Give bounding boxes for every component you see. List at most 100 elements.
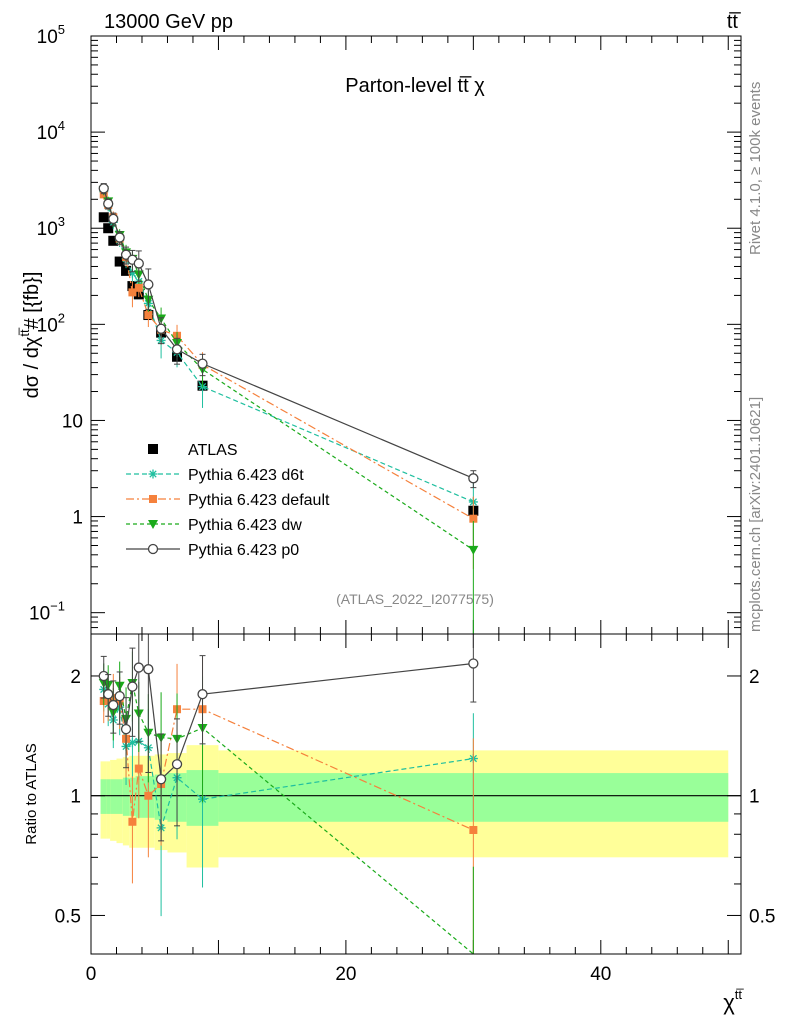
ratio-point-default xyxy=(128,817,137,826)
y-tick-label: 102 xyxy=(37,310,65,336)
ratio-point-p0 xyxy=(468,658,479,669)
ratio-point-p0 xyxy=(127,681,138,692)
data-point-default xyxy=(134,283,143,292)
data-point-p0 xyxy=(143,279,154,290)
legend-marker-p0 xyxy=(147,543,159,555)
x-label-main: χ xyxy=(723,990,735,1015)
mcplots-label: mcplots.cern.ch [arXiv:2401.10621] xyxy=(747,397,764,632)
y-tick-label: 104 xyxy=(37,118,65,144)
main-plot-title: Parton-level tt̅ χ xyxy=(345,75,485,97)
data-point-default xyxy=(128,288,137,297)
ratio-plot-panel: 0.5 0.51 12 20 20 40 Ratio to ATLAS χtt̅ xyxy=(23,633,775,1015)
data-point-atlas xyxy=(98,212,109,223)
ratio-y-tick-label: 2 xyxy=(70,667,81,688)
data-point-d6t xyxy=(127,268,137,278)
ratio-plot-axes: 0.5 0.51 12 20 20 40 xyxy=(55,634,775,985)
data-point-p0 xyxy=(98,183,109,194)
ratio-y-tick-label-right: 1 xyxy=(749,787,760,808)
band-inner-segment xyxy=(110,779,117,814)
band-inner-segment xyxy=(100,779,107,814)
y-tick-label: 1 xyxy=(72,508,83,529)
legend-marker-default xyxy=(149,495,157,503)
y-tick-base: 10 xyxy=(37,315,58,336)
ratio-y-label: Ratio to ATLAS xyxy=(23,743,40,844)
data-point-p0 xyxy=(171,344,183,355)
data-point-p0 xyxy=(133,258,144,269)
analysis-watermark: (ATLAS_2022_I2077575) xyxy=(336,591,494,607)
legend-label-d6t: Pythia 6.423 d6t xyxy=(188,467,304,484)
ratio-point-p0 xyxy=(143,664,154,675)
data-point-p0 xyxy=(468,473,479,484)
header-energy-label: 13000 GeV pp xyxy=(104,11,233,33)
y-tick-base: 10 xyxy=(37,123,58,144)
y-tick-label: 10−1 xyxy=(29,599,65,625)
ratio-point-p0 xyxy=(98,670,109,682)
y-tick-label: 10 xyxy=(62,411,83,432)
y-tick-exponent: 2 xyxy=(58,310,65,325)
y-tick-exponent: 5 xyxy=(58,22,65,37)
ratio-line-default xyxy=(103,697,474,831)
legend-marker-atlas xyxy=(148,444,158,454)
ratio-y-tick-label-right: 2 xyxy=(749,667,760,688)
band-inner-segment xyxy=(106,779,111,814)
y-tick-base: 10 xyxy=(37,219,58,240)
ratio-point-p0 xyxy=(133,662,144,673)
ratio-point-p0 xyxy=(171,759,183,770)
main-plot-series xyxy=(98,183,479,634)
legend: ATLAS Pythia 6.423 d6t Pythia 6.423 defaul… xyxy=(126,442,330,559)
y-tick-base: 10 xyxy=(62,411,83,432)
band-inner-segment xyxy=(116,779,123,814)
series-default xyxy=(99,189,478,569)
y-tick-exponent: 4 xyxy=(58,118,65,133)
y-tick-base: 10 xyxy=(29,604,50,625)
x-axis-label: χtt̅ xyxy=(723,987,744,1015)
rivet-version-label: Rivet 4.1.0, ≥ 100k events xyxy=(747,82,764,255)
ratio-uncertainty-band xyxy=(91,745,741,868)
data-point-p0 xyxy=(114,232,125,243)
ratio-point-default xyxy=(469,825,478,834)
ratio-point-p0 xyxy=(155,774,167,785)
ratio-series-p0 xyxy=(98,633,479,842)
data-point-p0 xyxy=(155,323,167,334)
y-label-sup: tt̅ xyxy=(17,327,32,336)
ratio-point-default xyxy=(144,791,153,800)
x-label-sup: tt̅ xyxy=(735,987,744,1002)
series-p0 xyxy=(98,183,479,489)
data-point-atlas xyxy=(114,256,125,267)
data-point-atlas xyxy=(108,235,119,246)
legend-marker-dw xyxy=(148,520,158,529)
data-point-default xyxy=(469,514,478,523)
ratio-point-p0 xyxy=(114,690,125,702)
ratio-plot-series xyxy=(98,633,479,955)
data-point-p0 xyxy=(103,198,114,209)
y-tick-base: 10 xyxy=(37,27,58,48)
ratio-point-p0 xyxy=(197,689,208,700)
band-inner-segment xyxy=(122,777,130,816)
legend-label-default: Pythia 6.423 default xyxy=(188,492,330,509)
legend-label-p0: Pythia 6.423 p0 xyxy=(188,542,299,559)
ratio-point-p0 xyxy=(103,689,114,700)
data-point-atlas xyxy=(121,265,132,276)
header-process-label: tt̅ xyxy=(727,11,741,33)
ratio-point-default xyxy=(134,764,143,773)
y-tick-label: 103 xyxy=(37,214,65,240)
svg-text:dσ / dχtt̅# [{fb}]: dσ / dχtt̅# [{fb}] xyxy=(17,272,43,399)
legend-label-dw: Pythia 6.423 dw xyxy=(188,517,302,534)
ratio-point-p0 xyxy=(108,699,119,711)
x-tick-label: 0 xyxy=(86,964,97,985)
y-label-main: dσ / dχ xyxy=(21,336,43,398)
data-point-p0 xyxy=(197,358,208,369)
data-point-p0 xyxy=(108,213,119,225)
y-tick-exponent: 3 xyxy=(58,214,65,229)
ratio-y-tick-label: 0.5 xyxy=(55,906,81,927)
legend-label-atlas: ATLAS xyxy=(188,442,238,459)
series-d6t xyxy=(99,186,478,541)
y-label-tail: # [{fb}] xyxy=(21,272,43,330)
y-tick-label: 105 xyxy=(37,22,65,48)
ratio-y-tick-label: 1 xyxy=(70,787,81,808)
data-point-dw xyxy=(468,545,479,555)
series-dw xyxy=(98,185,479,634)
ratio-plot-frame xyxy=(90,633,742,955)
